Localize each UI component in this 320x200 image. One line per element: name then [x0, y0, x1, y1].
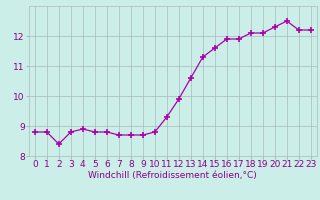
X-axis label: Windchill (Refroidissement éolien,°C): Windchill (Refroidissement éolien,°C)	[88, 171, 257, 180]
